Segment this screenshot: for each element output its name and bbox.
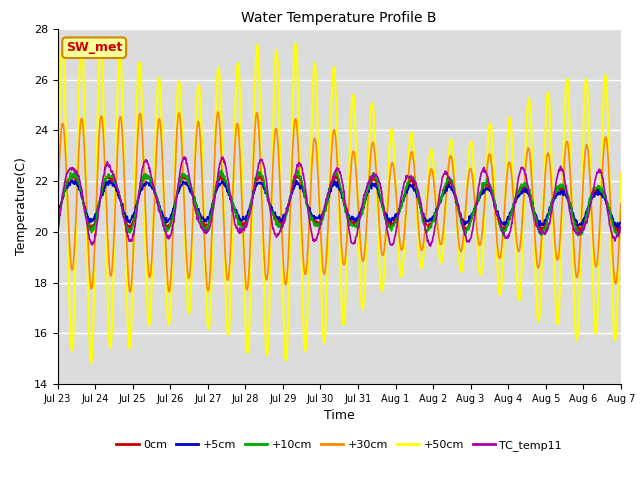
+5cm: [54, 215, 61, 220]
+30cm: [214, 109, 222, 115]
+50cm: [54, 200, 61, 206]
Legend: 0cm, +5cm, +10cm, +30cm, +50cm, TC_temp11: 0cm, +5cm, +10cm, +30cm, +50cm, TC_temp1…: [112, 436, 566, 456]
TC_temp11: [427, 243, 435, 249]
+10cm: [242, 222, 250, 228]
Text: SW_met: SW_met: [66, 41, 122, 54]
+30cm: [617, 201, 625, 207]
Line: +5cm: +5cm: [58, 180, 621, 228]
+10cm: [54, 215, 61, 221]
+50cm: [77, 37, 85, 43]
+10cm: [179, 173, 187, 179]
+50cm: [180, 187, 188, 193]
+5cm: [615, 225, 623, 231]
TC_temp11: [617, 224, 625, 230]
TC_temp11: [54, 228, 61, 234]
+10cm: [427, 223, 435, 228]
+30cm: [166, 288, 173, 294]
+50cm: [428, 146, 435, 152]
Line: TC_temp11: TC_temp11: [58, 157, 621, 246]
+5cm: [68, 177, 76, 183]
+30cm: [551, 236, 559, 241]
+30cm: [501, 200, 509, 205]
0cm: [550, 192, 558, 198]
+5cm: [179, 180, 187, 185]
+10cm: [500, 227, 508, 233]
+30cm: [428, 166, 435, 172]
+5cm: [427, 216, 435, 222]
+10cm: [165, 226, 173, 231]
Line: +30cm: +30cm: [58, 112, 621, 292]
+10cm: [294, 168, 301, 173]
0cm: [242, 218, 250, 224]
+10cm: [617, 225, 625, 230]
Line: 0cm: 0cm: [58, 175, 621, 232]
+30cm: [54, 202, 61, 208]
Line: +10cm: +10cm: [58, 170, 621, 237]
TC_temp11: [179, 157, 187, 163]
+10cm: [550, 192, 558, 198]
+50cm: [243, 343, 250, 349]
+50cm: [617, 170, 625, 176]
+50cm: [88, 360, 95, 366]
Y-axis label: Temperature(C): Temperature(C): [15, 157, 28, 255]
+5cm: [500, 219, 508, 225]
TC_temp11: [551, 188, 559, 194]
0cm: [54, 214, 61, 220]
TC_temp11: [243, 225, 250, 230]
+5cm: [550, 196, 558, 202]
0cm: [500, 225, 508, 230]
+50cm: [166, 315, 174, 321]
+10cm: [614, 234, 622, 240]
+30cm: [126, 289, 134, 295]
+50cm: [551, 273, 559, 278]
+30cm: [179, 176, 187, 182]
0cm: [617, 224, 625, 230]
+5cm: [166, 216, 173, 221]
Title: Water Temperature Profile B: Water Temperature Profile B: [241, 11, 437, 25]
TC_temp11: [219, 154, 227, 160]
+50cm: [501, 203, 509, 208]
0cm: [255, 172, 262, 178]
TC_temp11: [501, 234, 509, 240]
X-axis label: Time: Time: [324, 409, 355, 422]
0cm: [614, 229, 622, 235]
0cm: [179, 173, 187, 179]
+30cm: [243, 287, 250, 292]
0cm: [427, 221, 435, 227]
TC_temp11: [165, 236, 173, 241]
+5cm: [243, 217, 250, 223]
0cm: [165, 223, 173, 228]
+5cm: [617, 219, 625, 225]
TC_temp11: [428, 240, 435, 245]
Line: +50cm: +50cm: [58, 40, 621, 363]
